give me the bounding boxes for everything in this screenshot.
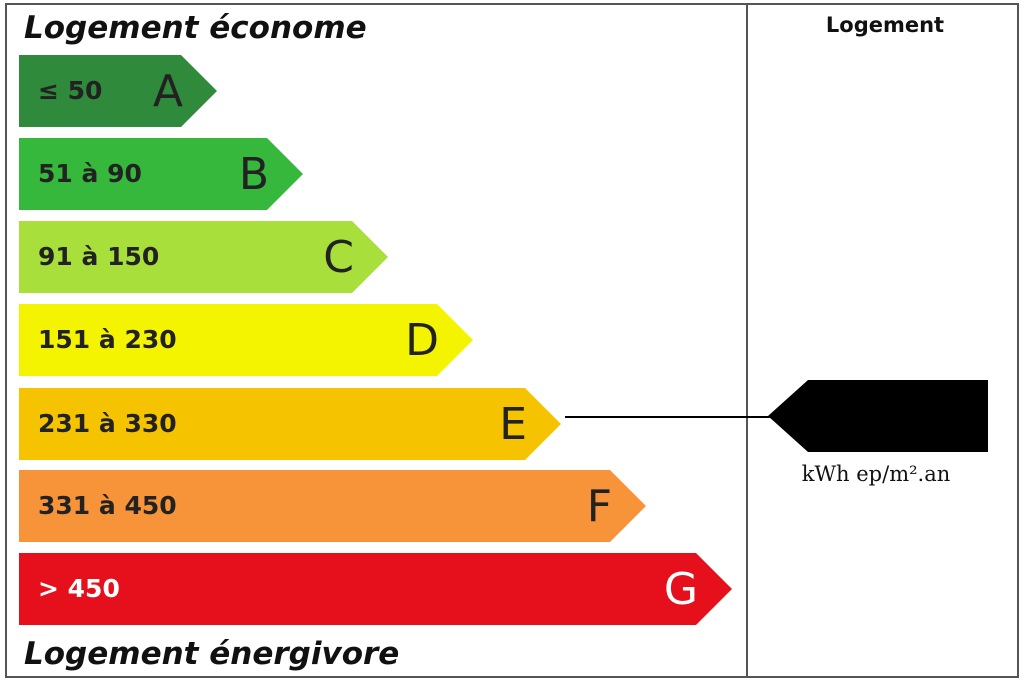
band-arrow: [19, 553, 732, 625]
band-arrow: [19, 55, 217, 127]
band-letter: C: [323, 232, 354, 283]
band-range: 231 à 330: [38, 409, 177, 438]
band-letter: D: [405, 315, 439, 366]
band-letter: G: [664, 564, 698, 615]
frame: [5, 3, 1019, 678]
band-arrow: [19, 388, 561, 460]
bands: ≤ 50 A 51 à 90 B 91 à 150 C 151 à 230 D 231 à 33…: [19, 55, 732, 625]
column-header: Logement: [826, 13, 944, 37]
header-title: Logement économe: [24, 10, 367, 46]
band-letter: F: [587, 481, 612, 532]
band-arrow: [19, 304, 473, 376]
band-letter: B: [239, 149, 269, 200]
band-letter: A: [153, 66, 183, 117]
band-range: 151 à 230: [38, 325, 177, 354]
band-arrow: [19, 470, 646, 542]
band-arrow: [19, 138, 303, 210]
indicator-arrow: [768, 380, 988, 452]
indicator-unit: kWh ep/m².an: [802, 462, 951, 486]
band-range: 51 à 90: [38, 159, 142, 188]
band-range: 331 à 450: [38, 491, 177, 520]
band-range: 91 à 150: [38, 242, 159, 271]
footer-title: Logement énergivore: [24, 636, 399, 672]
band-arrow: [19, 221, 388, 293]
band-letter: E: [499, 399, 527, 450]
band-range: ≤ 50: [38, 76, 102, 105]
band-range: > 450: [38, 574, 120, 603]
